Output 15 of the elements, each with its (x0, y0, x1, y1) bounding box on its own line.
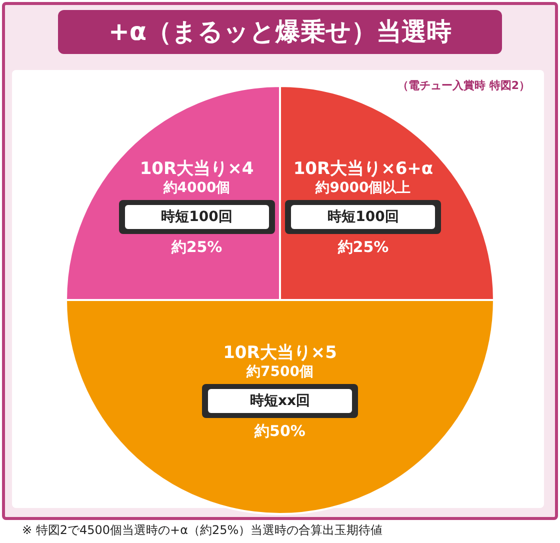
label-box: 時短100回 (118, 200, 275, 234)
label-box: 時短100回 (285, 200, 442, 234)
text: 約7500個 (246, 364, 314, 380)
slice-label: 10R大当り×4 (138, 158, 255, 179)
text: ※ 特図2で4500個当選時の+α（約25%）当選時の合算出玉期待値 (22, 522, 383, 539)
chart-subtitle: （電チュー入賞時 特図2） (398, 78, 530, 93)
data-label: 約25% (170, 236, 224, 257)
text: 約4000個 (163, 180, 230, 196)
data-label: 約50% (253, 420, 306, 441)
chart-title: +α（まるッと爆乗せ）当選時 (58, 10, 502, 54)
slice-label: 10R大当り×5 (222, 342, 338, 363)
slice-label: 10R大当り×6+α (292, 158, 434, 179)
label-box: 時短xx回 (202, 384, 358, 418)
text: 約9000個以上 (316, 180, 411, 196)
data-label: 約25% (336, 236, 390, 257)
